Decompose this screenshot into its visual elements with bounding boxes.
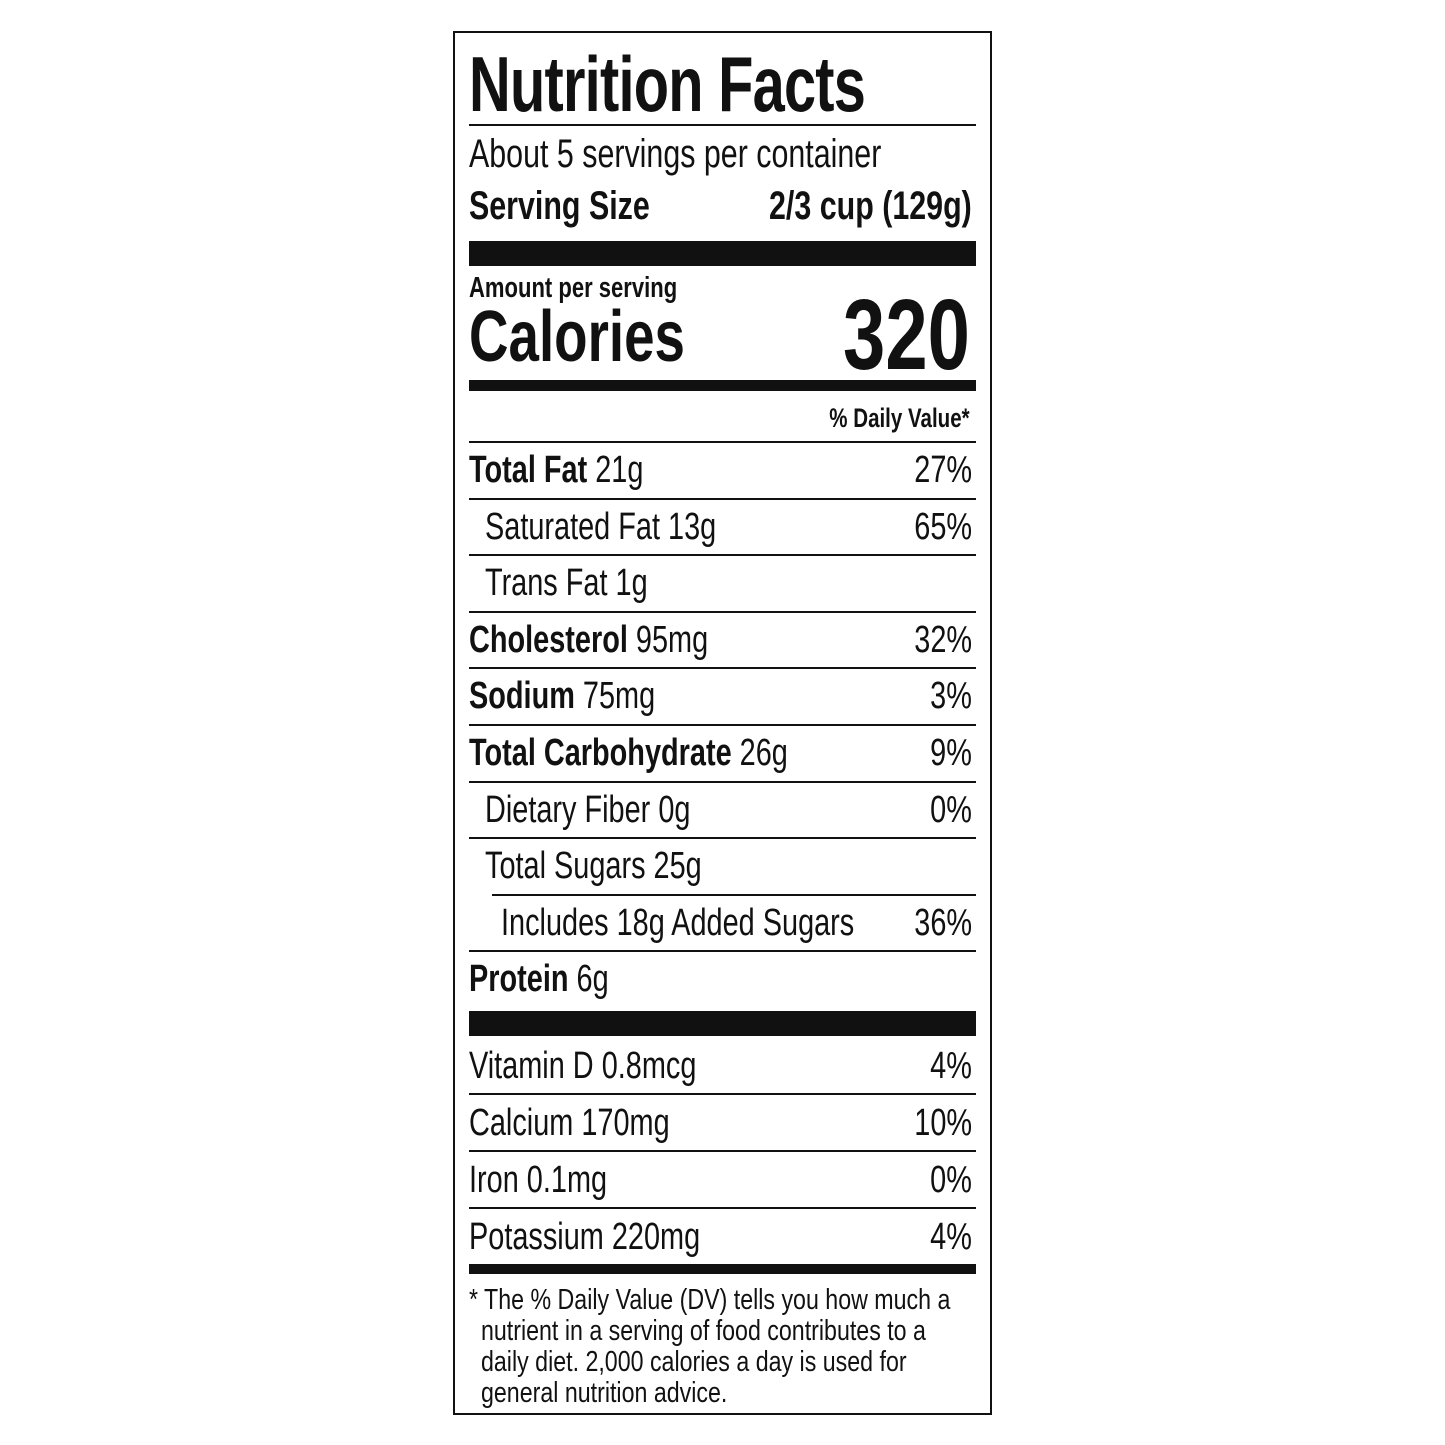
nutrient-row-calcium: Calcium 170mg 10% xyxy=(469,1095,972,1151)
divider xyxy=(469,1093,976,1095)
label-title: Nutrition Facts xyxy=(469,40,866,128)
nutrient-amount: 26g xyxy=(731,732,788,774)
divider xyxy=(492,893,976,896)
divider xyxy=(469,780,976,783)
medium-divider xyxy=(469,380,976,391)
daily-value-percent: 36% xyxy=(914,901,972,944)
nutrient-amount: 0.8mcg xyxy=(593,1045,697,1087)
divider xyxy=(469,554,976,557)
nutrient-name: Includes 18g Added Sugars xyxy=(501,901,855,944)
nutrient-name: Cholesterol xyxy=(469,618,628,661)
daily-value-percent: 4% xyxy=(930,1045,972,1087)
nutrient-amount: 75mg xyxy=(574,675,656,718)
nutrient-amount: 25g xyxy=(645,845,702,888)
footnote: * The % Daily Value (DV) tells you how m… xyxy=(469,1284,951,1409)
divider xyxy=(469,950,976,953)
divider xyxy=(469,610,976,613)
daily-value-percent: 4% xyxy=(930,1216,972,1258)
calories-label: Calories xyxy=(469,297,685,377)
nutrient-name: Vitamin D xyxy=(469,1045,594,1087)
nutrient-name: Potassium xyxy=(469,1216,604,1258)
nutrient-name: Saturated Fat xyxy=(485,505,660,548)
daily-value-percent: 3% xyxy=(930,675,972,718)
serving-size-value: 2/3 cup (129g) xyxy=(769,184,972,228)
daily-value-percent: 10% xyxy=(914,1102,972,1144)
thick-divider xyxy=(469,1011,976,1036)
daily-value-percent: 65% xyxy=(914,505,972,548)
nutrient-name: Total Fat xyxy=(469,449,588,491)
divider xyxy=(469,441,976,443)
nutrient-row-vitamin-d: Vitamin D 0.8mcg 4% xyxy=(469,1038,972,1094)
daily-value-percent: 27% xyxy=(914,449,972,491)
nutrient-row-protein: Protein 6g xyxy=(469,951,972,1007)
serving-size: Serving Size 2/3 cup (129g) xyxy=(469,184,972,228)
daily-value-percent: 0% xyxy=(930,1159,972,1201)
servings-per-container: About 5 servings per container xyxy=(469,132,882,176)
nutrient-amount: 13g xyxy=(659,505,717,548)
daily-value-percent: 0% xyxy=(930,788,972,831)
nutrient-row-total-sugars: Total Sugars 25g xyxy=(469,838,972,894)
nutrient-amount: 0g xyxy=(650,788,691,831)
nutrient-row-trans-fat: Trans Fat 1g xyxy=(469,555,972,611)
nutrient-name: Calcium xyxy=(469,1102,574,1144)
nutrient-amount: 220mg xyxy=(603,1216,701,1258)
nutrient-name: Dietary Fiber xyxy=(485,788,651,831)
nutrient-row-sodium: Sodium 75mg 3% xyxy=(469,668,972,724)
nutrient-row-potassium: Potassium 220mg 4% xyxy=(469,1209,972,1265)
nutrient-name: Total Sugars xyxy=(485,845,646,888)
nutrient-row-saturated-fat: Saturated Fat 13g 65% xyxy=(469,499,972,555)
thick-divider xyxy=(469,1264,976,1274)
nutrient-amount: 0.1mg xyxy=(518,1159,608,1201)
nutrient-amount: 95mg xyxy=(627,618,709,661)
nutrient-row-cholesterol: Cholesterol 95mg 32% xyxy=(469,612,972,668)
divider xyxy=(469,837,976,840)
nutrient-row-total-fat: Total Fat 21g 27% xyxy=(469,442,972,498)
nutrient-amount: 21g xyxy=(587,449,644,491)
calories-value: 320 xyxy=(843,279,970,391)
nutrient-name: Sodium xyxy=(469,675,575,718)
nutrient-row-dietary-fiber: Dietary Fiber 0g 0% xyxy=(469,782,972,838)
nutrient-amount: 1g xyxy=(607,562,648,605)
daily-value-percent: 32% xyxy=(914,618,972,661)
nutrient-name: Trans Fat xyxy=(485,562,608,605)
divider xyxy=(469,124,976,126)
nutrient-name: Iron xyxy=(469,1159,519,1201)
divider xyxy=(469,497,976,500)
amount-per-serving: Amount per serving xyxy=(469,272,678,304)
nutrient-amount: 170mg xyxy=(573,1102,670,1144)
thick-divider xyxy=(469,241,976,266)
nutrition-facts-label: Nutrition Facts About 5 servings per con… xyxy=(453,31,992,1415)
nutrient-row-iron: Iron 0.1mg 0% xyxy=(469,1152,972,1208)
daily-value-percent: 9% xyxy=(930,732,972,774)
divider xyxy=(469,1150,976,1152)
nutrient-amount: 6g xyxy=(568,958,609,1001)
nutrient-row-includes-18g-added-sugars: Includes 18g Added Sugars 36% xyxy=(469,895,972,951)
divider xyxy=(469,667,976,670)
divider xyxy=(469,724,976,726)
daily-value-header: % Daily Value* xyxy=(829,403,970,433)
divider xyxy=(469,1207,976,1209)
nutrient-row-total-carbohydrate: Total Carbohydrate 26g 9% xyxy=(469,725,972,781)
nutrient-name: Protein xyxy=(469,958,569,1001)
nutrient-name: Total Carbohydrate xyxy=(469,732,732,774)
